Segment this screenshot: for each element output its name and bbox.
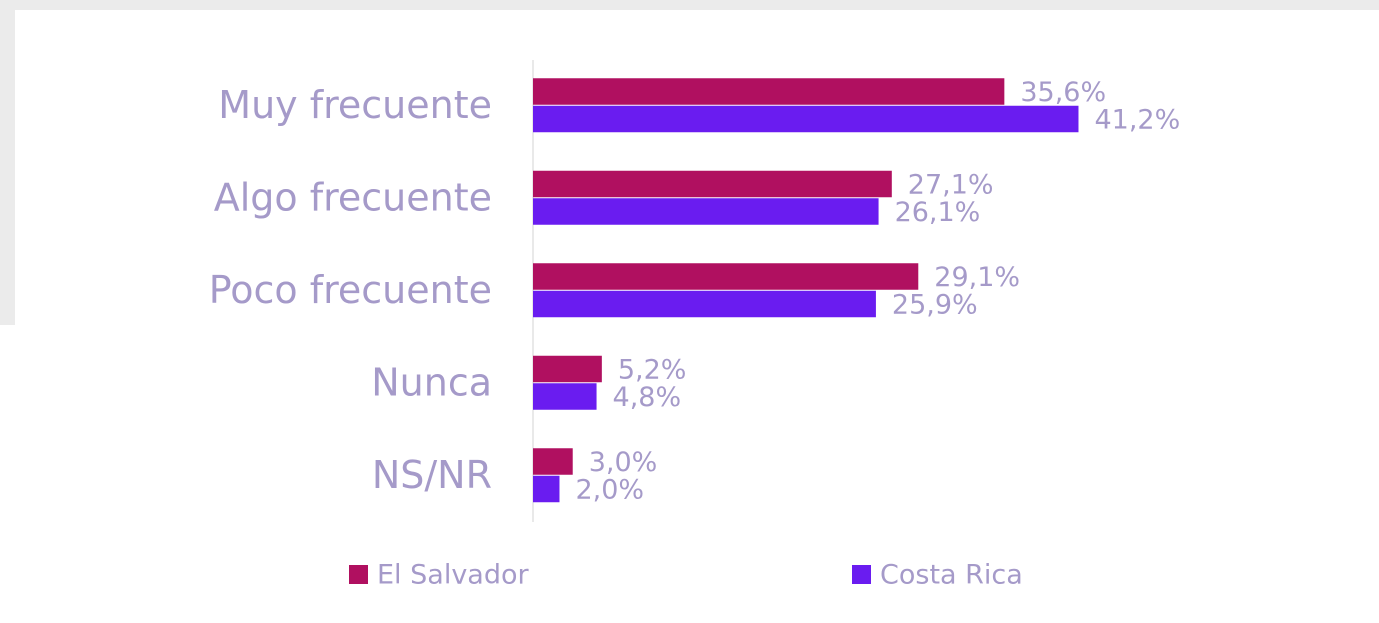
data-label: 27,1%: [908, 170, 994, 201]
data-label: 5,2%: [618, 355, 687, 386]
bar: [533, 475, 560, 503]
bar: [533, 170, 892, 198]
legend-swatch: [349, 565, 368, 584]
y-tick-label: Poco frecuente: [209, 268, 492, 312]
data-label: 2,0%: [575, 475, 644, 506]
bar: [533, 383, 597, 410]
bar: [533, 290, 876, 318]
bar: [533, 448, 573, 475]
data-label: 4,8%: [613, 382, 682, 413]
y-tick-label: NS/NR: [372, 453, 492, 497]
panel: [0, 325, 20, 623]
legend-swatch: [852, 565, 871, 584]
data-label: 29,1%: [934, 262, 1020, 293]
data-label: 26,1%: [895, 197, 981, 228]
data-label: 25,9%: [892, 290, 978, 321]
data-label: 3,0%: [589, 447, 658, 478]
bar: [533, 263, 919, 290]
y-tick-label: Algo frecuente: [214, 175, 492, 219]
bar: [533, 105, 1079, 133]
y-tick-label: Muy frecuente: [218, 83, 492, 127]
legend-label: Costa Rica: [880, 560, 1023, 591]
data-label: 41,2%: [1094, 105, 1180, 136]
bar: [533, 78, 1005, 105]
legend-label: El Salvador: [377, 560, 530, 591]
data-label: 35,6%: [1020, 77, 1106, 108]
bar: [533, 355, 602, 383]
bar: [533, 198, 879, 225]
y-tick-label: Nunca: [371, 360, 492, 404]
